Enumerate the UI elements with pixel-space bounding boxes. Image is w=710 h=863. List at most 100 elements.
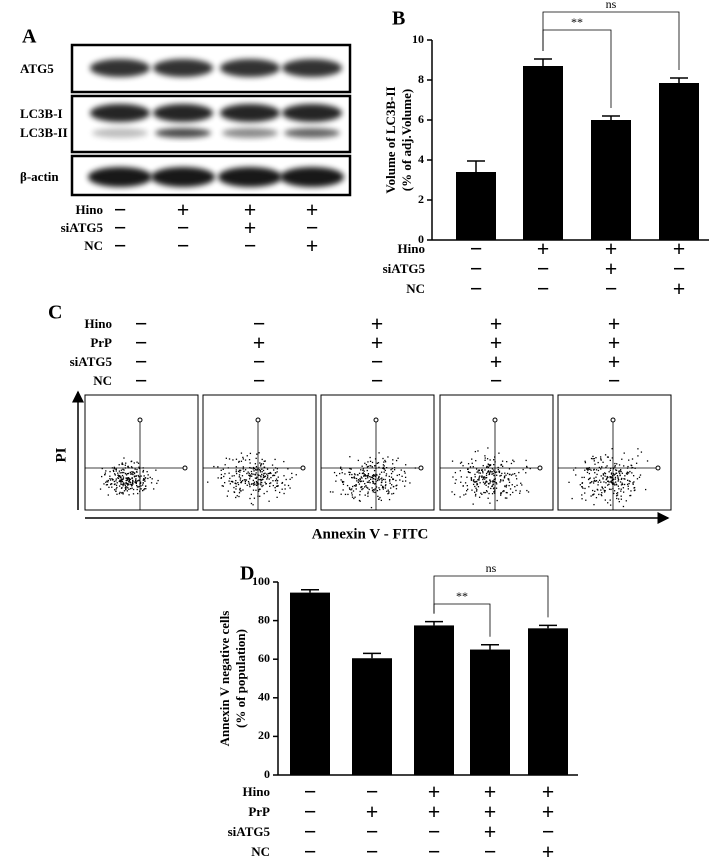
- event-dot: [112, 478, 114, 481]
- event-dot: [380, 471, 383, 473]
- event-dot: [238, 476, 240, 478]
- event-dot: [490, 487, 492, 490]
- event-dot: [609, 476, 611, 478]
- event-dot: [604, 490, 606, 492]
- event-dot: [390, 472, 393, 475]
- event-dot: [125, 488, 127, 490]
- event-dot: [122, 468, 124, 470]
- event-dot: [281, 488, 283, 490]
- event-dot: [129, 478, 132, 480]
- event-dot: [119, 479, 121, 481]
- event-dot: [623, 452, 625, 454]
- event-dot: [354, 496, 356, 498]
- event-dot: [238, 469, 241, 471]
- event-dot: [134, 481, 137, 484]
- event-dot: [121, 463, 123, 465]
- event-dot: [126, 479, 128, 482]
- event-dot: [250, 493, 252, 496]
- event-dot: [228, 472, 230, 474]
- condition-sign: −: [371, 349, 384, 374]
- event-dot: [266, 477, 269, 479]
- event-dot: [581, 486, 583, 488]
- event-dot: [375, 467, 377, 469]
- event-dot: [364, 474, 366, 476]
- event-dot: [481, 476, 483, 478]
- event-dot: [372, 480, 374, 482]
- event-dot: [387, 493, 389, 495]
- event-dot: [597, 469, 600, 472]
- condition-sign: −: [114, 215, 127, 240]
- event-dot: [481, 475, 483, 477]
- event-dot: [335, 480, 337, 482]
- event-dot: [360, 469, 362, 471]
- event-dot: [370, 506, 373, 509]
- event-dot: [371, 476, 374, 479]
- event-dot: [483, 491, 485, 494]
- event-dot: [495, 471, 498, 473]
- event-dot: [505, 491, 507, 494]
- blot-band: [88, 167, 152, 187]
- event-dot: [520, 482, 522, 484]
- event-dot: [521, 484, 523, 486]
- event-dot: [133, 462, 135, 464]
- event-dot: [123, 469, 125, 471]
- event-dot: [586, 467, 588, 469]
- event-dot: [493, 469, 495, 471]
- event-dot: [499, 481, 501, 483]
- event-dot: [611, 476, 613, 479]
- event-dot: [138, 485, 140, 488]
- event-dot: [511, 484, 513, 486]
- event-dot: [121, 462, 123, 464]
- event-dot: [365, 463, 368, 466]
- event-dot: [465, 493, 467, 495]
- event-dot: [217, 477, 219, 479]
- event-dot: [454, 482, 456, 484]
- event-dot: [113, 470, 115, 473]
- event-dot: [481, 493, 483, 495]
- event-dot: [509, 494, 512, 496]
- event-dot: [99, 488, 102, 490]
- event-dot: [126, 479, 129, 481]
- event-dot: [115, 480, 117, 482]
- event-dot: [493, 474, 495, 477]
- event-dot: [289, 478, 291, 480]
- condition-sign: +: [371, 330, 384, 355]
- event-dot: [482, 476, 484, 478]
- condition-sign: −: [135, 349, 148, 374]
- event-dot: [385, 475, 387, 477]
- event-dot: [129, 471, 132, 474]
- event-dot: [494, 480, 496, 483]
- event-dot: [252, 479, 254, 482]
- event-dot: [373, 469, 376, 472]
- significance-label: ns: [606, 0, 617, 11]
- event-dot: [488, 465, 491, 467]
- event-dot: [140, 488, 142, 490]
- event-dot: [485, 476, 488, 479]
- event-dot: [390, 469, 392, 471]
- event-dot: [374, 465, 376, 467]
- event-dot: [272, 480, 274, 482]
- event-dot: [628, 480, 631, 482]
- event-dot: [630, 490, 632, 492]
- event-dot: [516, 484, 518, 487]
- condition-sign: +: [428, 799, 441, 824]
- event-dot: [489, 464, 491, 466]
- event-dot: [361, 472, 364, 475]
- event-dot: [124, 487, 127, 489]
- event-dot: [271, 464, 274, 466]
- event-dot: [257, 495, 259, 497]
- event-dot: [371, 475, 374, 477]
- event-dot: [261, 485, 263, 488]
- event-dot: [213, 465, 215, 468]
- event-dot: [366, 475, 368, 477]
- event-dot: [621, 482, 623, 484]
- event-dot: [612, 473, 615, 475]
- event-dot: [615, 483, 617, 485]
- event-dot: [579, 484, 581, 486]
- event-dot: [277, 485, 279, 487]
- event-dot: [240, 480, 243, 483]
- event-dot: [615, 469, 618, 472]
- event-dot: [462, 485, 464, 487]
- event-dot: [367, 495, 369, 497]
- condition-sign: −: [304, 779, 317, 804]
